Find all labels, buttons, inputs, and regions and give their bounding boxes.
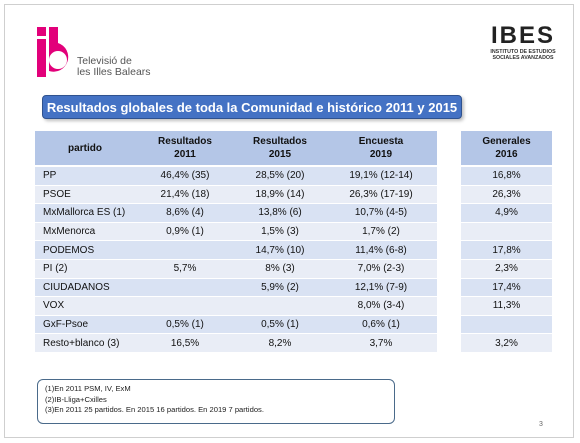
generales-cell: 2,3% xyxy=(461,259,552,279)
header-generales-2016-text: Generales 2016 xyxy=(482,136,531,160)
generales-cell: 11,3% xyxy=(461,296,552,316)
table-row: MxMallorca ES (1) 8,6% (4) 13,8% (6) 10,7% … xyxy=(35,203,437,223)
generales-cell: 17,8% xyxy=(461,240,552,260)
result-cell: 26,3% (17-19) xyxy=(325,185,437,205)
ibes-logo: IBES INSTITUTO DE ESTUDIOS SOCIALES AVAN… xyxy=(481,22,565,62)
table-row: MxMenorca 0,9% (1) 1,5% (3) 1,7% (2) xyxy=(35,222,437,242)
result-cell: 1,7% (2) xyxy=(325,222,437,242)
footnotes-box: (1)En 2011 PSM, IV, ExM (2)IB-Lliga+Cxil… xyxy=(37,379,395,424)
result-cell: 8,2% xyxy=(235,333,325,353)
result-cell xyxy=(135,296,235,316)
result-cell xyxy=(135,278,235,298)
results-table: partido Resultados 2011 Resultados 2015 … xyxy=(35,131,437,353)
table-row: 2,3% xyxy=(461,259,552,279)
party-name-cell: Resto+blanco (3) xyxy=(35,333,135,353)
footnote-3: (3)En 2011 25 partidos. En 2015 16 parti… xyxy=(45,405,264,414)
header-resultados-2015: Resultados 2015 xyxy=(235,131,325,167)
party-name-cell: PP xyxy=(35,166,135,186)
result-cell: 14,7% (10) xyxy=(235,240,325,260)
party-name-cell: CIUDADANOS xyxy=(35,278,135,298)
generales-cell: 4,9% xyxy=(461,203,552,223)
result-cell: 18,9% (14) xyxy=(235,185,325,205)
generales-table: Generales 2016 16,8% 26,3% 4,9% 17,8% 2,3% 17… xyxy=(461,131,552,353)
result-cell: 13,8% (6) xyxy=(235,203,325,223)
result-cell: 8,6% (4) xyxy=(135,203,235,223)
generales-cell: 3,2% xyxy=(461,333,552,353)
result-cell xyxy=(235,296,325,316)
table-row: PI (2) 5,7% 8% (3) 7,0% (2-3) xyxy=(35,259,437,279)
result-cell: 0,9% (1) xyxy=(135,222,235,242)
header-generales-2016: Generales 2016 xyxy=(461,131,552,167)
generales-cell: 17,4% xyxy=(461,278,552,298)
result-cell xyxy=(135,240,235,260)
table-row: 17,4% xyxy=(461,278,552,298)
footnote-1: (1)En 2011 PSM, IV, ExM xyxy=(45,384,131,393)
table-row: 26,3% xyxy=(461,185,552,205)
ibes-subtitle-line2: SOCIALES AVANZADOS xyxy=(492,55,554,61)
table-row: 16,8% xyxy=(461,166,552,186)
result-cell: 5,7% xyxy=(135,259,235,279)
result-cell: 0,5% (1) xyxy=(235,315,325,335)
ib3-logo xyxy=(37,27,69,77)
result-cell: 0,6% (1) xyxy=(325,315,437,335)
header-encuesta-2019-text: Encuesta 2019 xyxy=(358,136,404,160)
result-cell: 28,5% (20) xyxy=(235,166,325,186)
table-row: PP 46,4% (35) 28,5% (20) 19,1% (12-14) xyxy=(35,166,437,186)
result-cell: 0,5% (1) xyxy=(135,315,235,335)
results-table-header: partido Resultados 2011 Resultados 2015 … xyxy=(35,131,437,167)
tv-name-line2: les Illes Balears xyxy=(77,66,151,78)
party-name-cell: PI (2) xyxy=(35,259,135,279)
generales-cell: 26,3% xyxy=(461,185,552,205)
table-row: 11,3% xyxy=(461,296,552,316)
table-row: VOX 8,0% (3-4) xyxy=(35,296,437,316)
result-cell: 3,7% xyxy=(325,333,437,353)
party-name-cell: GxF-Psoe xyxy=(35,315,135,335)
table-row: 17,8% xyxy=(461,240,552,260)
header-resultados-2011-text: Resultados 2011 xyxy=(158,136,212,160)
result-cell: 1,5% (3) xyxy=(235,222,325,242)
ibes-wordmark: IBES xyxy=(490,22,555,49)
table-row: 4,9% xyxy=(461,203,552,223)
party-name-cell: MxMallorca ES (1) xyxy=(35,203,135,223)
table-row: PSOE 21,4% (18) 18,9% (14) 26,3% (17-19) xyxy=(35,185,437,205)
result-cell: 8,0% (3-4) xyxy=(325,296,437,316)
party-name-cell: PODEMOS xyxy=(35,240,135,260)
table-row xyxy=(461,222,552,242)
party-name-cell: VOX xyxy=(35,296,135,316)
party-name-cell: MxMenorca xyxy=(35,222,135,242)
table-row: CIUDADANOS 5,9% (2) 12,1% (7-9) xyxy=(35,278,437,298)
header-encuesta-2019: Encuesta 2019 xyxy=(325,131,437,167)
result-cell: 7,0% (2-3) xyxy=(325,259,437,279)
result-cell: 11,4% (6-8) xyxy=(325,240,437,260)
table-row: GxF-Psoe 0,5% (1) 0,5% (1) 0,6% (1) xyxy=(35,315,437,335)
generales-table-header: Generales 2016 xyxy=(461,131,552,167)
result-cell: 5,9% (2) xyxy=(235,278,325,298)
table-row xyxy=(461,315,552,335)
generales-cell xyxy=(461,315,552,335)
header-resultados-2011: Resultados 2011 xyxy=(135,131,235,167)
ibes-subtitle-line1: INSTITUTO DE ESTUDIOS xyxy=(490,49,556,55)
result-cell: 12,1% (7-9) xyxy=(325,278,437,298)
result-cell: 19,1% (12-14) xyxy=(325,166,437,186)
slide-title: Resultados globales de toda la Comunidad… xyxy=(42,95,462,119)
result-cell: 10,7% (4-5) xyxy=(325,203,437,223)
tv-name-line1: Televisió de xyxy=(77,55,132,67)
page-number: 3 xyxy=(539,421,543,428)
result-cell: 16,5% xyxy=(135,333,235,353)
table-row: PODEMOS 14,7% (10) 11,4% (6-8) xyxy=(35,240,437,260)
tv-name: Televisió de les Illes Balears xyxy=(77,56,151,78)
header-partido: partido xyxy=(35,131,135,167)
table-row: Resto+blanco (3) 16,5% 8,2% 3,7% xyxy=(35,333,437,353)
header-resultados-2015-text: Resultados 2015 xyxy=(253,136,307,160)
table-row: 3,2% xyxy=(461,333,552,353)
generales-cell: 16,8% xyxy=(461,166,552,186)
footnote-2: (2)IB-Lliga+Cxilles xyxy=(45,394,107,404)
generales-cell xyxy=(461,222,552,242)
party-name-cell: PSOE xyxy=(35,185,135,205)
result-cell: 21,4% (18) xyxy=(135,185,235,205)
result-cell: 8% (3) xyxy=(235,259,325,279)
result-cell: 46,4% (35) xyxy=(135,166,235,186)
